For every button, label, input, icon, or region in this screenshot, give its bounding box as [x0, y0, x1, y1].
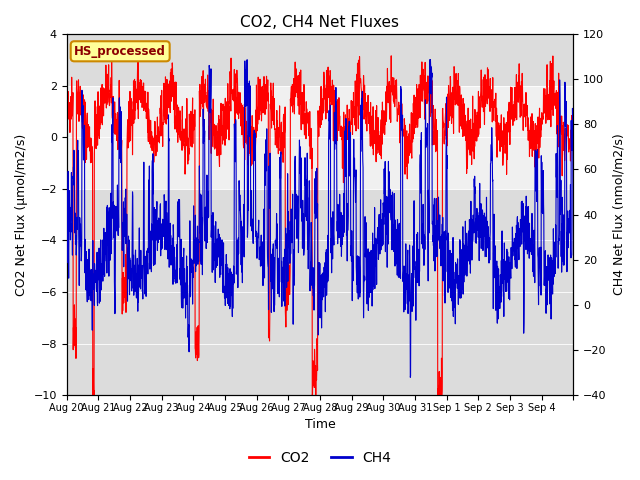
Y-axis label: CO2 Net Flux (μmol/m2/s): CO2 Net Flux (μmol/m2/s) — [15, 133, 28, 296]
Bar — [67, 85, 573, 189]
Text: HS_processed: HS_processed — [74, 45, 166, 58]
Title: CO2, CH4 Net Fluxes: CO2, CH4 Net Fluxes — [241, 15, 399, 30]
Legend: CO2, CH4: CO2, CH4 — [243, 445, 397, 471]
Y-axis label: CH4 Net Flux (nmol/m2/s): CH4 Net Flux (nmol/m2/s) — [612, 134, 625, 296]
X-axis label: Time: Time — [305, 419, 335, 432]
